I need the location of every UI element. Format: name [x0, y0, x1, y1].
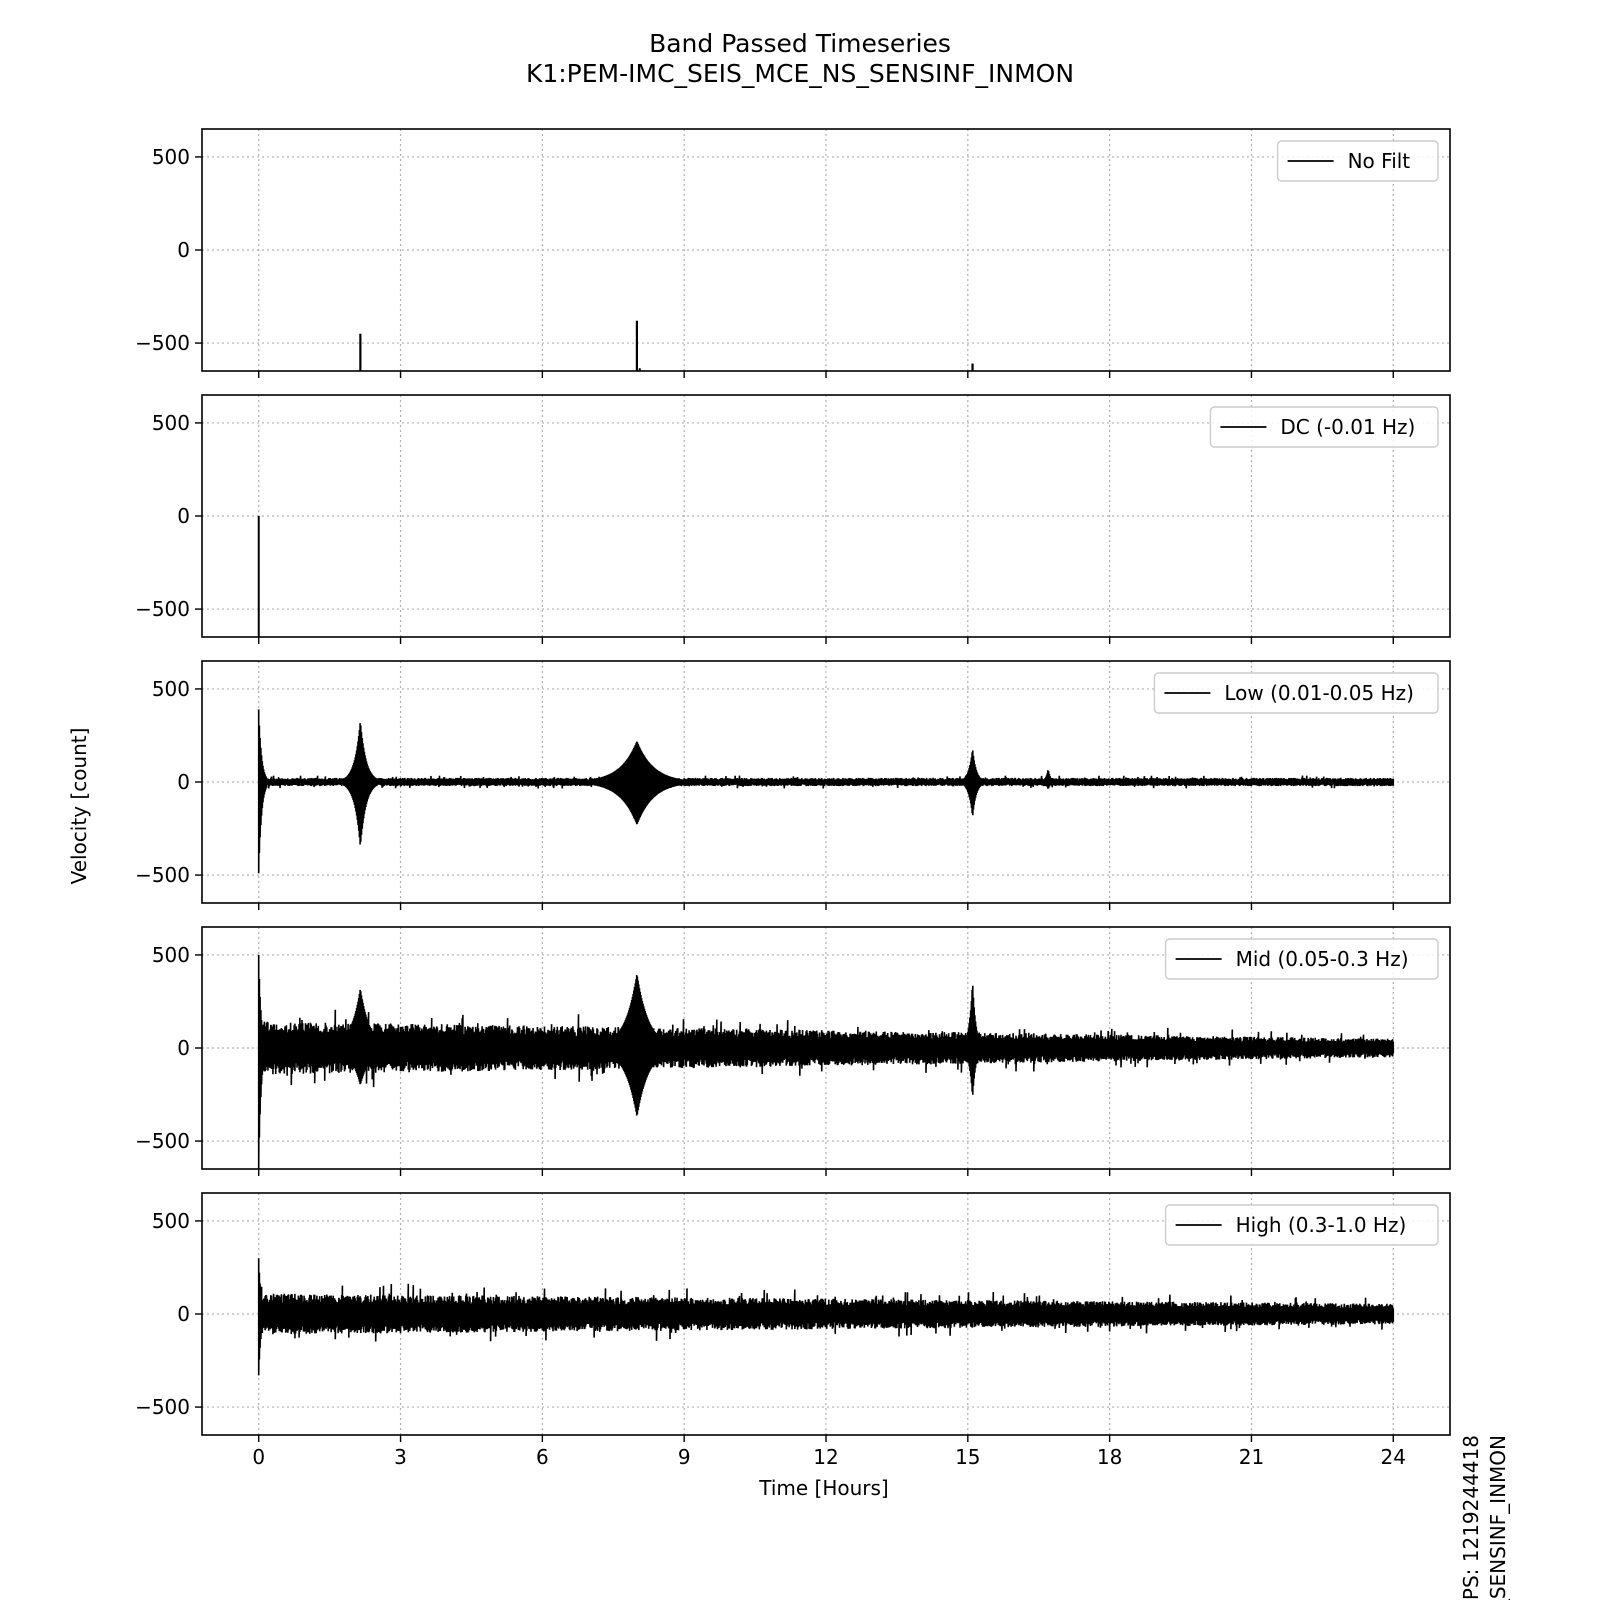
legend-label: High (0.3-1.0 Hz): [1236, 1213, 1407, 1237]
x-tick-label: 24: [1381, 1445, 1406, 1469]
y-tick-label: −500: [135, 597, 190, 621]
y-tick-label: 500: [152, 677, 190, 701]
x-tick-label: 15: [955, 1445, 980, 1469]
y-axis-label: Velocity [count]: [67, 728, 91, 885]
y-tick-label: 500: [152, 1209, 190, 1233]
panels-group: 500 0 −500 No Filt 500 0 −500 DC (-0.01 Hz) 500 0…: [135, 128, 1451, 1469]
legend-box: [1164, 1204, 1439, 1246]
series-line-5: [257, 1258, 1395, 1376]
side-gps-label: GPS: 1219244418: [1459, 1435, 1483, 1600]
y-tick-label: 0: [177, 770, 190, 794]
x-tick-label: 9: [678, 1445, 691, 1469]
legend-box: [1209, 406, 1439, 448]
panel-trace-group: [257, 709, 1395, 874]
y-tick-label: −500: [135, 863, 190, 887]
y-tick-label: −500: [135, 1395, 190, 1419]
y-tick-label: 0: [177, 1302, 190, 1326]
legend-box: [1164, 938, 1439, 980]
y-tick-label: 0: [177, 238, 190, 262]
legend: Low (0.01-0.05 Hz): [1153, 672, 1439, 714]
legend: High (0.3-1.0 Hz): [1164, 1204, 1439, 1246]
legend: Mid (0.05-0.3 Hz): [1164, 938, 1439, 980]
series-line-4: [257, 954, 1395, 1169]
x-axis-label: Time [Hours]: [758, 1476, 889, 1500]
legend-label: Mid (0.05-0.3 Hz): [1236, 947, 1409, 971]
y-tick-label: 0: [177, 1036, 190, 1060]
x-tick-label: 18: [1097, 1445, 1122, 1469]
legend: No Filt: [1276, 140, 1439, 182]
x-tick-label: 0: [252, 1445, 265, 1469]
legend-label: DC (-0.01 Hz): [1280, 415, 1415, 439]
panel-2: 500 0 −500 DC (-0.01 Hz): [135, 394, 1451, 644]
y-tick-label: 0: [177, 504, 190, 528]
x-tick-label: 3: [394, 1445, 407, 1469]
y-tick-label: −500: [135, 1129, 190, 1153]
side-channel-label: ChannelName: K1:PEM-IMC_SEIS_MCE_NS_SENS…: [1486, 1435, 1510, 1600]
panel-3: 500 0 −500 Low (0.01-0.05 Hz): [135, 660, 1451, 910]
y-tick-label: −500: [135, 331, 190, 355]
legend-box: [1276, 140, 1439, 182]
x-tick-label: 12: [813, 1445, 838, 1469]
panel-5: 500 0 −500 0 3 6 9 12 15 18 21 24 High (0.3-1.0 Hz): [135, 1192, 1451, 1469]
y-tick-label: 500: [152, 411, 190, 435]
y-tick-label: 500: [152, 145, 190, 169]
legend-label: No Filt: [1348, 149, 1411, 173]
panel-4: 500 0 −500 Mid (0.05-0.3 Hz): [135, 926, 1451, 1176]
series-line-3: [257, 709, 1395, 874]
x-tick-label: 21: [1239, 1445, 1264, 1469]
y-tick-label: 500: [152, 943, 190, 967]
x-tick-label: 6: [536, 1445, 549, 1469]
legend-box: [1153, 672, 1439, 714]
panel-trace-group: [257, 954, 1395, 1169]
panel-trace-group: [257, 1258, 1395, 1376]
legend: DC (-0.01 Hz): [1209, 406, 1439, 448]
figure-title-line-1: Band Passed Timeseries: [649, 29, 951, 58]
legend-label: Low (0.01-0.05 Hz): [1224, 681, 1414, 705]
panel-1: 500 0 −500 No Filt: [135, 128, 1451, 378]
figure-title-line-2: K1:PEM-IMC_SEIS_MCE_NS_SENSINF_INMON: [526, 59, 1074, 88]
